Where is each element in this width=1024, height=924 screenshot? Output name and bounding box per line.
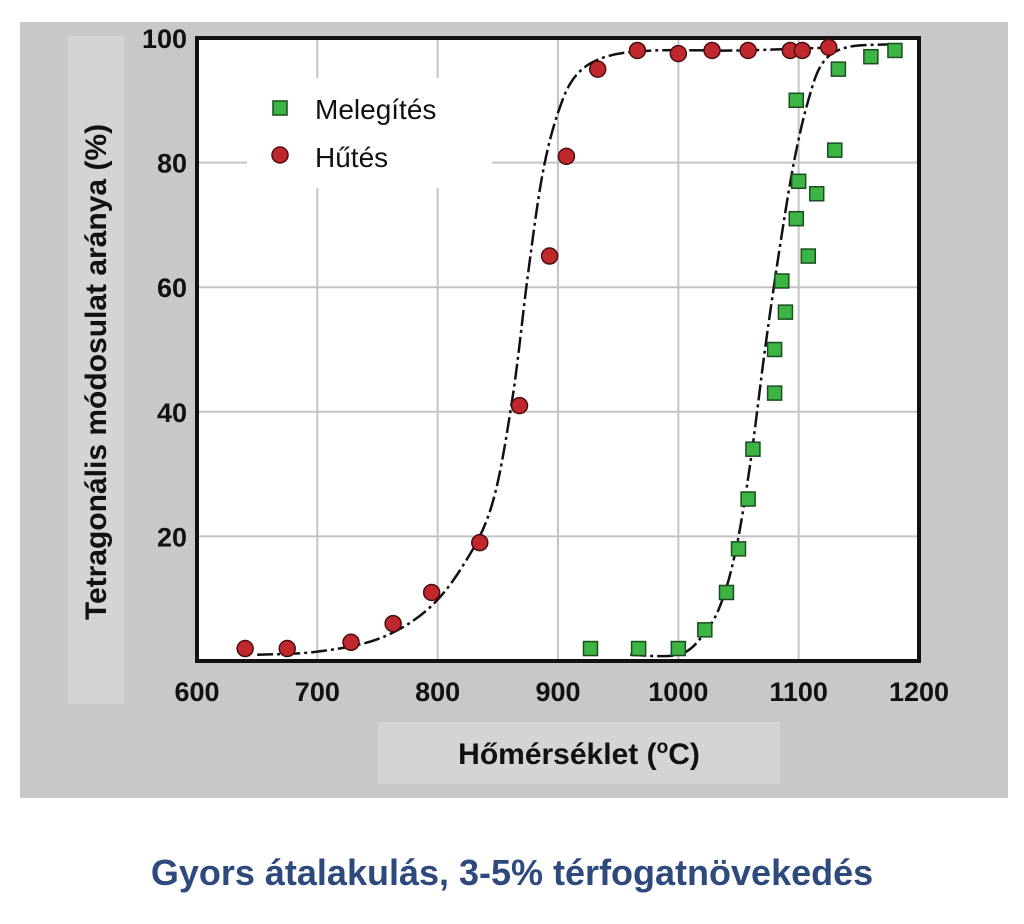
data-point-melegites (670, 640, 687, 657)
data-point-hutes (628, 41, 647, 60)
data-point-melegites (777, 304, 794, 320)
y-tick-label: 60 (157, 273, 187, 303)
legend-label-hutes: Hűtés (315, 142, 388, 173)
y-tick-label: 40 (157, 398, 187, 428)
data-point-melegites (790, 173, 807, 190)
data-point-melegites (827, 142, 843, 158)
legend-background (247, 78, 492, 188)
data-point-melegites (830, 61, 847, 77)
figure-caption: Gyors átalakulás, 3-5% térfogatnövekedés (150, 852, 874, 893)
data-point-melegites (788, 210, 805, 227)
fit-curve-hutes (257, 46, 835, 657)
data-point-hutes (739, 41, 757, 60)
data-point-melegites (808, 186, 825, 202)
x-tick-label: 1200 (889, 677, 949, 707)
figure-panel: 600 700 800 900 1000 1100 1200 20 40 60 80 100 Mele… (20, 22, 1008, 798)
x-tick-label: 600 (174, 677, 219, 707)
data-point-melegites (630, 640, 647, 657)
x-tick-label: 800 (415, 677, 460, 707)
data-point-melegites (697, 622, 713, 638)
plot-frame (195, 36, 921, 663)
data-point-hutes (422, 583, 441, 602)
data-point-melegites (582, 640, 599, 657)
data-point-hutes (588, 60, 607, 78)
data-point-hutes (793, 41, 812, 60)
y-tick-label: 100 (142, 24, 187, 54)
data-point-melegites (730, 541, 747, 557)
data-point-hutes (820, 38, 838, 57)
data-point-melegites (718, 584, 735, 601)
legend-marker-melegites (272, 100, 288, 116)
data-point-hutes (557, 147, 576, 166)
data-point-hutes (384, 614, 402, 633)
tick-labels: 600 700 800 900 1000 1100 1200 20 40 60 80 100 (142, 24, 949, 707)
data-point-hutes (342, 633, 360, 652)
data-points (236, 38, 903, 658)
data-point-hutes (703, 41, 721, 60)
data-point-melegites (788, 92, 805, 109)
x-tick-label: 700 (295, 677, 340, 707)
data-point-hutes (510, 396, 529, 415)
data-point-hutes (236, 639, 254, 658)
y-axis-title: Tetragonális módosulat aránya (%) (80, 124, 113, 620)
legend-label-melegites: Melegítés (315, 94, 436, 125)
data-point-melegites (774, 273, 790, 289)
data-point-melegites (745, 441, 761, 457)
data-point-hutes (471, 533, 489, 552)
x-axis-title-background (378, 722, 780, 784)
chart: 600 700 800 900 1000 1100 1200 20 40 60 80 100 Mele… (68, 24, 949, 784)
y-tick-label: 80 (157, 149, 187, 179)
data-point-hutes (540, 247, 559, 265)
data-point-melegites (887, 42, 903, 59)
data-point-hutes (278, 639, 296, 658)
x-axis-title: Hőmérséklet (oC) (458, 737, 700, 771)
data-point-melegites (800, 248, 817, 264)
y-axis-title-background (68, 36, 124, 704)
data-point-hutes (669, 44, 688, 63)
data-point-melegites (740, 491, 756, 507)
data-point-melegites (863, 48, 879, 65)
legend: Melegítés Hűtés (247, 78, 492, 188)
x-tick-label: 1100 (769, 677, 828, 707)
data-point-melegites (766, 341, 783, 358)
x-tick-label: 1000 (648, 677, 708, 707)
x-tick-label: 900 (535, 677, 580, 707)
y-tick-label: 20 (157, 522, 187, 552)
legend-marker-hutes (271, 146, 289, 164)
data-point-melegites (766, 385, 783, 401)
